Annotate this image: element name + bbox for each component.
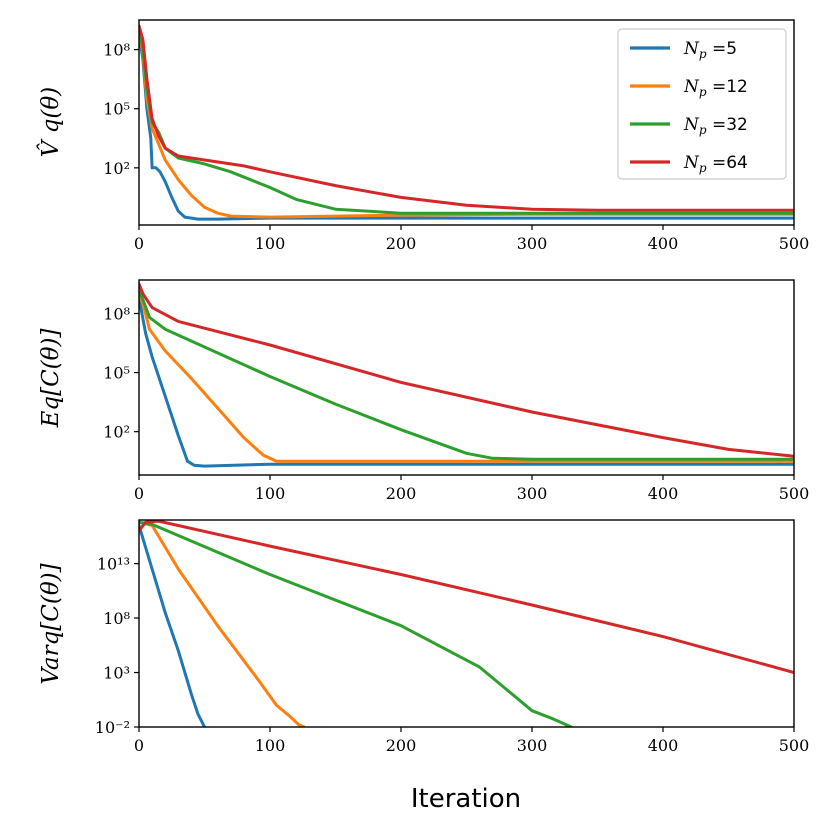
y-tick-label: 10²	[103, 159, 130, 178]
axes-frame	[138, 19, 795, 226]
legend-box	[617, 28, 787, 180]
series-line-np-32	[139, 290, 794, 461]
series-line-np-5	[139, 523, 206, 727]
x-tick-label: 100	[255, 736, 286, 755]
x-tick-label: 0	[134, 736, 144, 755]
x-tick-label: 0	[134, 234, 144, 253]
x-tick-label: 500	[779, 736, 810, 755]
series-line-np-64	[139, 24, 794, 212]
legend-label-np-64: Np =64	[683, 153, 748, 175]
y-tick-label: 10⁸	[103, 609, 130, 628]
x-tick-label: 500	[779, 234, 810, 253]
y-tick-label: 10⁵	[103, 364, 130, 383]
series-line-np-64	[139, 520, 794, 674]
axes-frame	[138, 279, 795, 476]
x-tick-label: 300	[517, 484, 548, 503]
x-tick-label: 0	[134, 484, 144, 503]
y-tick-label: 10⁻²	[95, 718, 130, 737]
y-tick-label: 10¹³	[97, 555, 130, 574]
legend-label-np-32: Np =32	[683, 115, 748, 137]
series-line-np-32	[139, 520, 573, 727]
x-tick-label: 200	[386, 484, 417, 503]
series-line-np-12	[139, 520, 306, 727]
y-tick-label: 10²	[103, 423, 130, 442]
axes-frame	[138, 519, 795, 728]
x-tick-label: 300	[517, 736, 548, 755]
y-axis-label: V̂ q(θ)	[38, 87, 64, 157]
y-axis-label: Varq[C(θ)]	[38, 563, 64, 684]
series-line-np-5	[139, 296, 794, 468]
series-lines	[139, 24, 794, 221]
series-line-np-64	[139, 282, 794, 458]
series-line-np-5	[139, 32, 794, 221]
x-tick-label: 100	[255, 484, 286, 503]
y-tick-label: 10⁵	[103, 100, 130, 119]
ticks: 0 100 200 300 400 500 10⁻² 10³ 10⁸ 10¹³	[95, 555, 809, 755]
panel-expectation: 0 100 200 300 400 500 10² 10⁵ 10⁸ Eq[C(θ)]	[38, 279, 809, 503]
x-axis-label: Iteration	[411, 784, 521, 814]
x-tick-label: 400	[648, 234, 679, 253]
x-tick-label: 200	[386, 234, 417, 253]
legend: Np =5 Np =12 Np =32 Np =64	[617, 28, 787, 180]
y-tick-label: 10⁸	[103, 41, 130, 60]
ticks: 0 100 200 300 400 500 10² 10⁵ 10⁸	[103, 304, 809, 503]
y-tick-label: 10³	[103, 664, 130, 683]
legend-label-np-5: Np =5	[683, 39, 737, 61]
legend-label-np-12: Np =12	[683, 77, 748, 99]
x-tick-label: 400	[648, 484, 679, 503]
panel-variance: 0 100 200 300 400 500 10⁻² 10³ 10⁸ 10¹³ Varq[C(θ)…	[38, 519, 809, 755]
x-tick-label: 200	[386, 736, 417, 755]
x-tick-label: 300	[517, 234, 548, 253]
x-tick-label: 400	[648, 736, 679, 755]
x-tick-label: 100	[255, 234, 286, 253]
x-tick-label: 500	[779, 484, 810, 503]
ticks: 0 100 200 300 400 500 10² 10⁵ 10⁸	[103, 41, 809, 253]
series-line-np-12	[139, 292, 794, 463]
y-axis-label: Eq[C(θ)]	[38, 329, 64, 429]
series-lines	[139, 520, 794, 727]
y-tick-label: 10⁸	[103, 304, 130, 323]
series-lines	[139, 282, 794, 468]
